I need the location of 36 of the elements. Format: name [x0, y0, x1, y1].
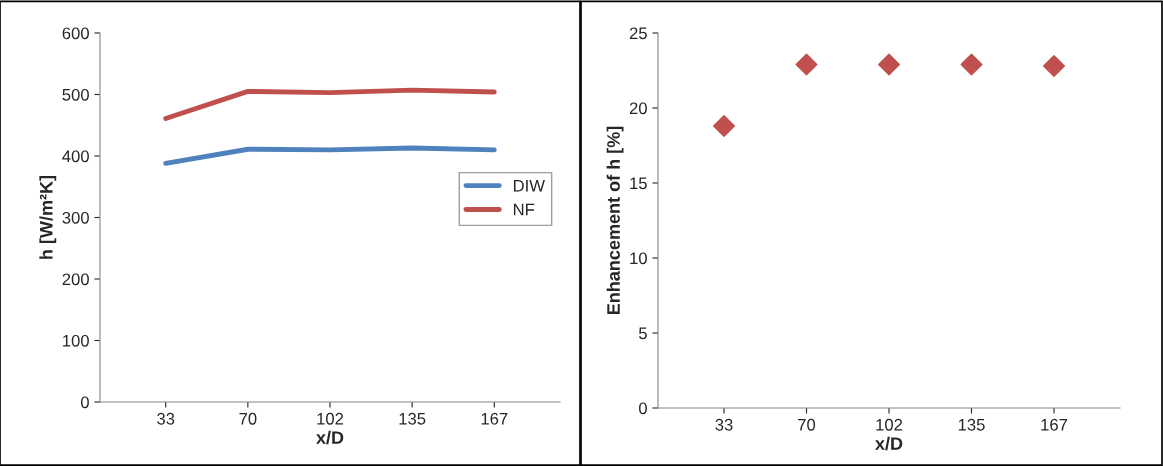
point: [795, 53, 818, 76]
x-axis-title: x/D: [316, 430, 344, 445]
y-axis-title: Enhancement of h [%]: [606, 126, 624, 315]
y-axis-title: h [W/m²K]: [39, 175, 57, 259]
x-tick-label: 135: [958, 418, 985, 431]
x-tick-label: 70: [239, 412, 257, 425]
y-tick-label: 5: [638, 327, 647, 340]
point: [1043, 55, 1065, 77]
x-axis-title: x/D: [875, 436, 903, 451]
legend-label: NF: [513, 203, 535, 216]
y-tick-label: 0: [80, 396, 89, 409]
y-tick-label: 400: [62, 150, 89, 163]
point: [713, 115, 735, 137]
line-series: [163, 87, 497, 121]
x-tick-label: 70: [798, 418, 816, 431]
y-tick-label: 10: [630, 252, 647, 265]
x-tick-label: 167: [481, 412, 508, 425]
x-tick-label: 33: [715, 418, 733, 431]
x-tick-label: 102: [317, 412, 344, 425]
y-tick-label: 600: [62, 27, 89, 40]
x-tick-label: 135: [399, 412, 426, 425]
point: [960, 53, 983, 76]
x-tick-label: 33: [157, 412, 175, 425]
line-series: [163, 145, 497, 166]
legend-label: DIW: [513, 179, 545, 192]
y-tick-label: 300: [62, 211, 89, 224]
x-tick-label: 167: [1041, 418, 1068, 431]
y-tick-label: 15: [630, 177, 647, 190]
y-tick-label: 500: [62, 88, 89, 101]
y-tick-label: 200: [62, 273, 89, 286]
x-tick-label: 102: [876, 418, 903, 431]
y-tick-label: 100: [63, 334, 89, 347]
y-tick-label: 0: [638, 402, 647, 415]
y-tick-label: 25: [629, 27, 647, 40]
y-tick-label: 20: [629, 102, 647, 115]
point: [878, 53, 900, 76]
